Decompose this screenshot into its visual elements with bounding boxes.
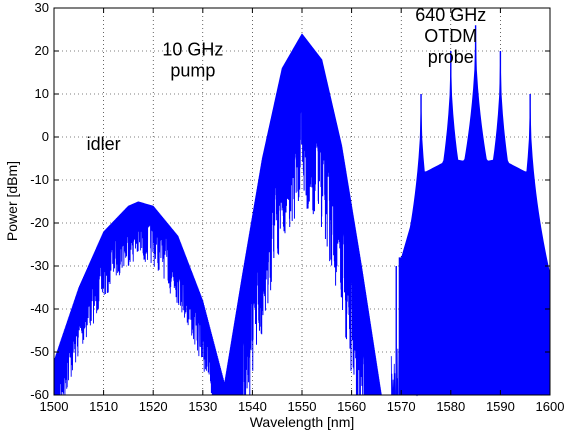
series-idler (53, 201, 228, 396)
annotation-idler: idler (87, 134, 121, 154)
y-tick-label: -60 (30, 387, 49, 402)
x-tick-label: 1570 (387, 399, 416, 414)
y-tick-label: -40 (30, 301, 49, 316)
annotation-pump: 10 GHz pump (162, 39, 223, 80)
series-640-ghz-otdm-probe (390, 25, 550, 397)
annotations: idler 10 GHz pump 640 GHz OTDM probe (87, 5, 487, 154)
x-tick-label: 1590 (486, 399, 515, 414)
axis-ticks: 1500 1510 1520 1530 1540 1550 1560 1570 1580 1590… (30, 0, 564, 414)
spectrum-trace (53, 25, 550, 397)
annotation-line: pump (170, 60, 215, 80)
x-tick-label: 1550 (288, 399, 317, 414)
x-tick-label: 1600 (536, 399, 565, 414)
x-tick-label: 1580 (436, 399, 465, 414)
x-tick-label: 1540 (238, 399, 267, 414)
x-tick-label: 1560 (337, 399, 366, 414)
x-axis-label: Wavelength [nm] (250, 414, 355, 430)
annotation-line: 640 GHz (415, 5, 486, 25)
x-tick-label: 1510 (89, 399, 118, 414)
y-tick-label: -20 (30, 215, 49, 230)
y-tick-label: 20 (35, 43, 49, 58)
y-tick-label: -30 (30, 258, 49, 273)
y-tick-label: -50 (30, 344, 49, 359)
y-axis-label: Power [dBm] (4, 161, 20, 241)
x-tick-label: 1520 (139, 399, 168, 414)
y-tick-label: 0 (42, 129, 49, 144)
y-tick-label: -10 (30, 172, 49, 187)
x-tick-label: 1500 (40, 399, 69, 414)
x-tick-label: 1530 (188, 399, 217, 414)
annotation-line: OTDM (424, 26, 477, 46)
annotation-line: 10 GHz (162, 39, 223, 59)
series-10-ghz-pump (222, 33, 382, 396)
probe-noise (390, 247, 550, 397)
spectrum-line (53, 201, 228, 396)
pump-body (227, 33, 376, 396)
annotation-probe: 640 GHz OTDM probe (415, 5, 486, 67)
y-tick-label: 10 (35, 86, 49, 101)
annotation-line: probe (428, 47, 474, 67)
annotation-line: idler (87, 134, 121, 154)
y-tick-label: 30 (35, 0, 49, 15)
